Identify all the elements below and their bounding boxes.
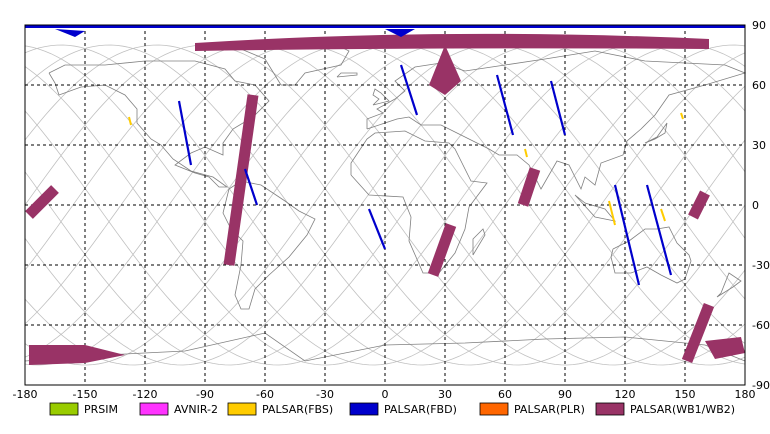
legend-item: AVNIR-2 [139,402,218,416]
wb-swath [517,167,541,207]
fbs-swath [524,148,528,158]
wb-swath [427,223,457,277]
coastline [372,88,390,106]
observation-layer [25,25,745,365]
wb-swath [25,185,59,219]
orbit-track [25,44,745,366]
latitude-tick-labels: 90 60 30 0 -30 -60 -90 [752,19,770,392]
legend-swatch [349,402,379,416]
fbs-swath [680,112,684,120]
latitude-tick-label: -30 [752,259,770,272]
coastline [716,272,742,298]
latitude-tick-label: -90 [752,379,770,392]
fbs-swath [660,208,666,222]
legend-item: PRSIM [49,402,118,416]
latitude-tick-label: 90 [752,19,766,32]
longitude-tick-label: 90 [558,388,572,401]
fbd-swath [243,168,259,206]
fbd-swath [645,184,673,276]
latitude-tick-label: 60 [752,79,766,92]
legend-item: PALSAR(FBS) [227,402,333,416]
longitude-tick-label: 0 [382,388,389,401]
longitude-tick-label: 180 [735,388,756,401]
legend-label: PALSAR(WB1/WB2) [630,403,735,416]
fbd-swath [549,80,567,136]
legend-item: PALSAR(PLR) [479,402,585,416]
fbs-swath [608,200,616,226]
legend-label: PALSAR(PLR) [514,403,585,416]
legend-label: PRSIM [84,403,118,416]
fbd-swath [613,184,641,286]
map-frame [24,24,746,386]
fbd-swath [177,100,193,166]
longitude-tick-label: -180 [13,388,38,401]
legend-swatch [139,402,169,416]
orbit-track [25,44,745,366]
fbd-polar-north-patch [55,29,85,37]
graticule-layer [25,25,745,385]
fbs-swath [128,116,132,126]
longitude-tick-label: 150 [675,388,696,401]
longitude-tick-labels: -180 -150 -120 -90 -60 -30 0 30 60 90 120 150 180 [13,388,756,401]
orbit-track [25,44,745,366]
coastline [366,50,747,191]
wb-polar-south-coverage [29,345,125,365]
wb-polar-south-coverage [705,337,745,359]
coastline [472,228,486,256]
fbd-swath [367,208,387,250]
longitude-tick-label: 120 [615,388,636,401]
orbit-track [25,44,745,366]
legend-item: PALSAR(WB1/WB2) [595,402,735,416]
orbit-track [25,44,745,366]
orbit-track [25,44,745,366]
wb-swath [223,94,259,266]
coastline [644,122,668,144]
coastline [574,194,617,222]
wb-swath [681,302,715,364]
longitude-tick-label: -30 [316,388,334,401]
fbd-polar-north-strip [25,25,745,28]
legend-swatch [49,402,79,416]
longitude-tick-label: 30 [438,388,452,401]
legend-label: PALSAR(FBD) [384,403,457,416]
coastline [336,72,358,78]
coastline [48,60,270,188]
longitude-tick-label: 60 [498,388,512,401]
orbit-track [25,44,745,366]
coastline [222,180,316,310]
wb-swath [688,190,710,220]
legend-label: PALSAR(FBS) [262,403,333,416]
coastline [350,130,488,274]
longitude-tick-label: -60 [256,388,274,401]
orbit-track [25,44,745,366]
legend-item: PALSAR(FBD) [349,402,457,416]
legend: PRSIM AVNIR-2 PALSAR(FBS) PALSAR(FBD) PALSAR… [49,402,735,416]
longitude-tick-label: -150 [73,388,98,401]
legend-swatch [227,402,257,416]
orbit-track [25,44,745,366]
latitude-tick-label: 0 [752,199,759,212]
fbd-swath [495,74,515,136]
longitude-tick-label: -120 [133,388,158,401]
orbit-track [25,44,745,366]
wb-polar-north-branch [429,45,461,95]
latitude-tick-label: -60 [752,319,770,332]
longitude-tick-label: -90 [196,388,214,401]
fbd-polar-north-patch [385,29,415,37]
wb-polar-north-coverage [195,33,709,51]
legend-label: AVNIR-2 [174,403,218,416]
legend-swatch [595,402,625,416]
latitude-tick-label: 30 [752,139,766,152]
fbd-swath [399,64,419,116]
legend-swatch [479,402,509,416]
coastline [610,226,692,284]
orbit-track [25,44,745,366]
